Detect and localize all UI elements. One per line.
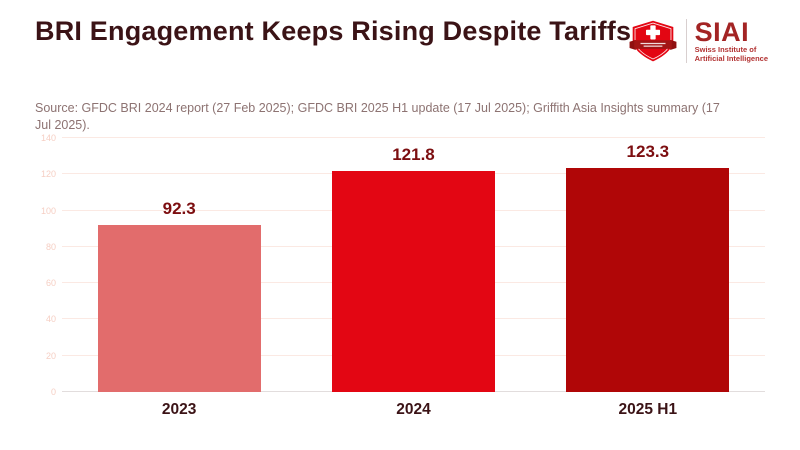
bar-value-label: 123.3	[626, 142, 670, 162]
source-note: Source: GFDC BRI 2024 report (27 Feb 202…	[35, 101, 720, 132]
x-tick-label-2023: 2023	[161, 401, 197, 418]
x-tick-label-2025 H1: 2025 H1	[618, 401, 678, 418]
swiss-shield-icon	[629, 20, 677, 62]
bar-2024	[331, 171, 495, 392]
x-axis: 2023 2024 2025 H1	[62, 401, 765, 419]
logo-text: SIAI Swiss Institute of Artificial Intel…	[694, 17, 768, 64]
y-tick-label-80: 80	[45, 241, 56, 252]
bar-value-label: 121.8	[392, 145, 435, 165]
logo-subtitle-line2: Artificial Intelligence	[694, 54, 768, 63]
y-tick-label-60: 60	[45, 278, 56, 289]
bar-2025 H1	[566, 168, 730, 392]
y-tick-label-120: 120	[40, 169, 56, 180]
logo-acronym: SIAI	[694, 17, 750, 47]
logo-divider	[685, 19, 687, 63]
siai-logo: SIAI Swiss Institute of Artificial Intel…	[628, 14, 768, 68]
bar-slot-2025 H1: 123.3	[531, 138, 765, 392]
page-title: BRI Engagement Keeps Rising Despite Tari…	[35, 16, 632, 46]
logo-subtitle-line1: Swiss Institute of	[694, 45, 757, 54]
y-tick-label-140: 140	[40, 133, 56, 143]
x-tick-label-2024: 2024	[396, 401, 431, 418]
gridline-140	[62, 137, 765, 138]
bar-slot-2023: 92.3	[62, 138, 296, 392]
bar-slot-2024: 121.8	[296, 138, 530, 392]
bar-value-label: 92.3	[162, 198, 196, 218]
plot-area: 0 20 40 60 80 100 120 140 92.3 121.8 123.3	[41, 133, 765, 397]
y-tick-label-100: 100	[40, 205, 56, 216]
y-tick-label-20: 20	[45, 350, 56, 361]
y-tick-label-40: 40	[45, 314, 56, 325]
y-tick-label-0: 0	[50, 387, 56, 397]
bar-2023	[97, 224, 261, 392]
